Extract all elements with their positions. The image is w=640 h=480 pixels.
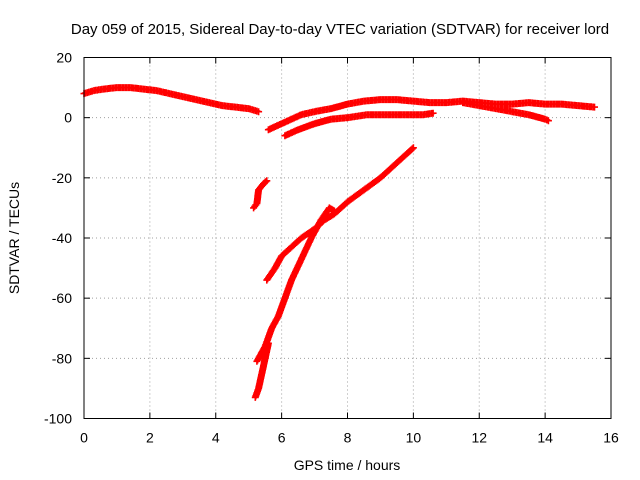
gridlines (84, 57, 611, 419)
y-tick-label: -20 (52, 170, 72, 186)
x-tick-label: 16 (603, 430, 619, 446)
sdtvar-markers (80, 84, 598, 401)
data-series-layer (80, 84, 598, 401)
x-tick-label: 14 (537, 430, 553, 446)
x-tick-label: 4 (212, 430, 220, 446)
x-axis-label: GPS time / hours (294, 457, 401, 473)
y-tick-label: 0 (64, 110, 72, 126)
x-tick-label: 12 (471, 430, 487, 446)
y-tick-label: 20 (56, 50, 72, 66)
x-tick-label: 2 (146, 430, 154, 446)
y-tick-label: -80 (52, 350, 72, 366)
y-tick-label: -100 (44, 411, 72, 427)
y-axis-label: SDTVAR / TECUs (6, 182, 22, 294)
y-tick-label: -40 (52, 230, 72, 246)
y-tick-label: -60 (52, 290, 72, 306)
axis-ticks: -100 -80 -60 -40 -20 0 20 0 2 4 6 8 10 12 14 16 (44, 50, 619, 446)
x-tick-label: 0 (80, 430, 88, 446)
x-tick-label: 6 (278, 430, 286, 446)
x-tick-label: 8 (344, 430, 352, 446)
x-tick-label: 10 (406, 430, 422, 446)
chart-title: Day 059 of 2015, Sidereal Day-to-day VTE… (71, 21, 609, 38)
